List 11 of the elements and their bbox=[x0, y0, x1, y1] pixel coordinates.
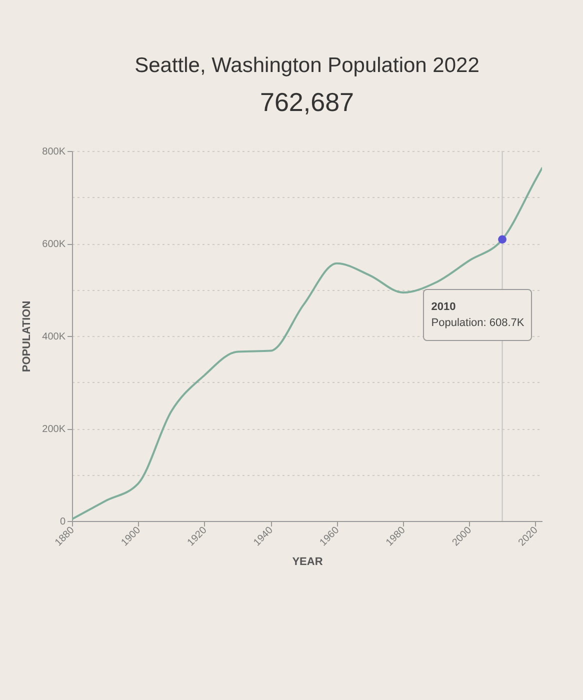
y-tick-label: 600K bbox=[42, 239, 66, 250]
y-tick-label: 200K bbox=[42, 424, 66, 435]
y-tick-label: 400K bbox=[42, 332, 66, 342]
chart-title: Seattle, Washington Population 2022 bbox=[134, 54, 480, 77]
tooltip-box: 2010 Population: 608.7K bbox=[423, 289, 532, 341]
x-axis-title: YEAR bbox=[292, 556, 323, 568]
y-axis-title: POPULATION bbox=[21, 300, 34, 372]
chart-subtitle: 762,687 bbox=[260, 87, 354, 117]
y-tick-label: 0 bbox=[60, 516, 66, 528]
annotation: 2010 Population: 608.7K bbox=[431, 300, 524, 331]
y-tick-label: 800K bbox=[42, 146, 66, 158]
